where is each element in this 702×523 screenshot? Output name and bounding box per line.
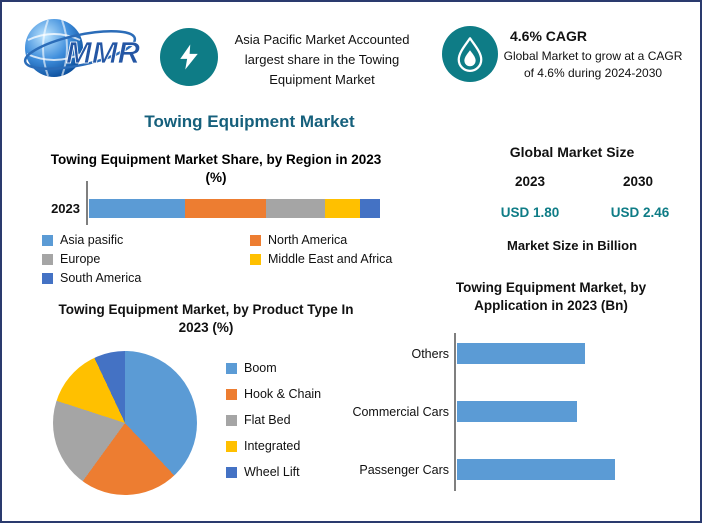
pie-legend: Boom Hook & Chain Flat Bed Integrated Wh… xyxy=(226,355,321,485)
application-row: Commercial Cars xyxy=(327,401,692,422)
legend-swatch xyxy=(250,253,261,265)
legend-label: South America xyxy=(60,271,142,285)
flame-drop-icon xyxy=(457,37,483,72)
legend-item: Asia pasific xyxy=(42,233,250,247)
legend-swatch xyxy=(226,388,237,400)
region-highlight-text: Asia Pacific Market Accounted largest sh… xyxy=(234,32,410,88)
pie-chart-title: Towing Equipment Market, by Product Type… xyxy=(58,302,354,336)
stacked-bar-segment xyxy=(324,199,360,218)
application-category-label: Commercial Cars xyxy=(352,404,449,419)
market-size-note: Market Size in Billion xyxy=(506,238,638,253)
legend-label: Middle East and Africa xyxy=(268,252,393,266)
legend-label: Integrated xyxy=(244,439,301,453)
market-size-title: Global Market Size xyxy=(509,144,635,160)
legend-item: Europe xyxy=(42,252,250,266)
application-category-label: Others xyxy=(411,346,449,361)
legend-swatch xyxy=(42,272,53,284)
stacked-bar-segment xyxy=(359,199,380,218)
lightning-icon xyxy=(180,44,198,70)
legend-item: Integrated xyxy=(226,433,321,459)
region-year-label: 2023 xyxy=(51,201,80,216)
cagr-highlight-circle xyxy=(442,26,498,82)
application-bar xyxy=(457,343,585,364)
market-size-value-left: USD 1.80 xyxy=(500,205,560,220)
legend-label: North America xyxy=(268,233,348,247)
legend-label: Boom xyxy=(244,361,277,375)
page-title: Towing Equipment Market xyxy=(144,112,355,131)
legend-item: South America xyxy=(42,271,250,285)
legend-swatch xyxy=(250,234,261,246)
region-stacked-bar xyxy=(89,199,380,218)
stacked-bar-segment xyxy=(185,199,267,218)
legend-swatch xyxy=(42,253,53,265)
stacked-bar-segment xyxy=(89,199,186,218)
application-row: Passenger Cars xyxy=(327,459,692,480)
market-size-value-right: USD 2.46 xyxy=(610,205,670,220)
logo-text: MMR xyxy=(66,35,141,70)
region-chart-title: Towing Equipment Market Share, by Region… xyxy=(50,152,382,186)
legend-item: Wheel Lift xyxy=(226,459,321,485)
application-rows: Others Commercial Cars Passenger Cars xyxy=(327,343,692,517)
cagr-text: Global Market to grow at a CAGR of 4.6% … xyxy=(503,49,683,81)
legend-swatch xyxy=(226,414,237,426)
region-highlight-circle xyxy=(160,28,218,86)
application-axis xyxy=(454,333,456,491)
legend-item: Hook & Chain xyxy=(226,381,321,407)
legend-item: Middle East and Africa xyxy=(250,252,422,266)
legend-swatch xyxy=(226,440,237,452)
cagr-title: 4.6% CAGR xyxy=(510,28,588,44)
legend-item: Boom xyxy=(226,355,321,381)
legend-label: Flat Bed xyxy=(244,413,291,427)
legend-label: Asia pasific xyxy=(60,233,124,247)
product-pie xyxy=(53,351,197,495)
globe-icon xyxy=(23,19,137,77)
legend-item: Flat Bed xyxy=(226,407,321,433)
legend-label: Wheel Lift xyxy=(244,465,300,479)
application-bar xyxy=(457,459,615,480)
region-axis xyxy=(86,181,88,225)
legend-swatch xyxy=(42,234,53,246)
region-legend: Asia pasific North America Europe Middle… xyxy=(42,233,422,285)
application-chart-title: Towing Equipment Market, by Application … xyxy=(455,280,647,314)
legend-label: Hook & Chain xyxy=(244,387,322,401)
legend-swatch xyxy=(226,466,237,478)
market-size-year-left: 2023 xyxy=(514,174,546,189)
application-row: Others xyxy=(327,343,692,364)
legend-swatch xyxy=(226,362,237,374)
legend-label: Europe xyxy=(60,252,101,266)
application-bar xyxy=(457,401,577,422)
stacked-bar-segment xyxy=(266,199,325,218)
logo: MMR xyxy=(23,19,141,77)
legend-item: North America xyxy=(250,233,422,247)
market-size-year-right: 2030 xyxy=(622,174,654,189)
application-category-label: Passenger Cars xyxy=(359,462,449,477)
